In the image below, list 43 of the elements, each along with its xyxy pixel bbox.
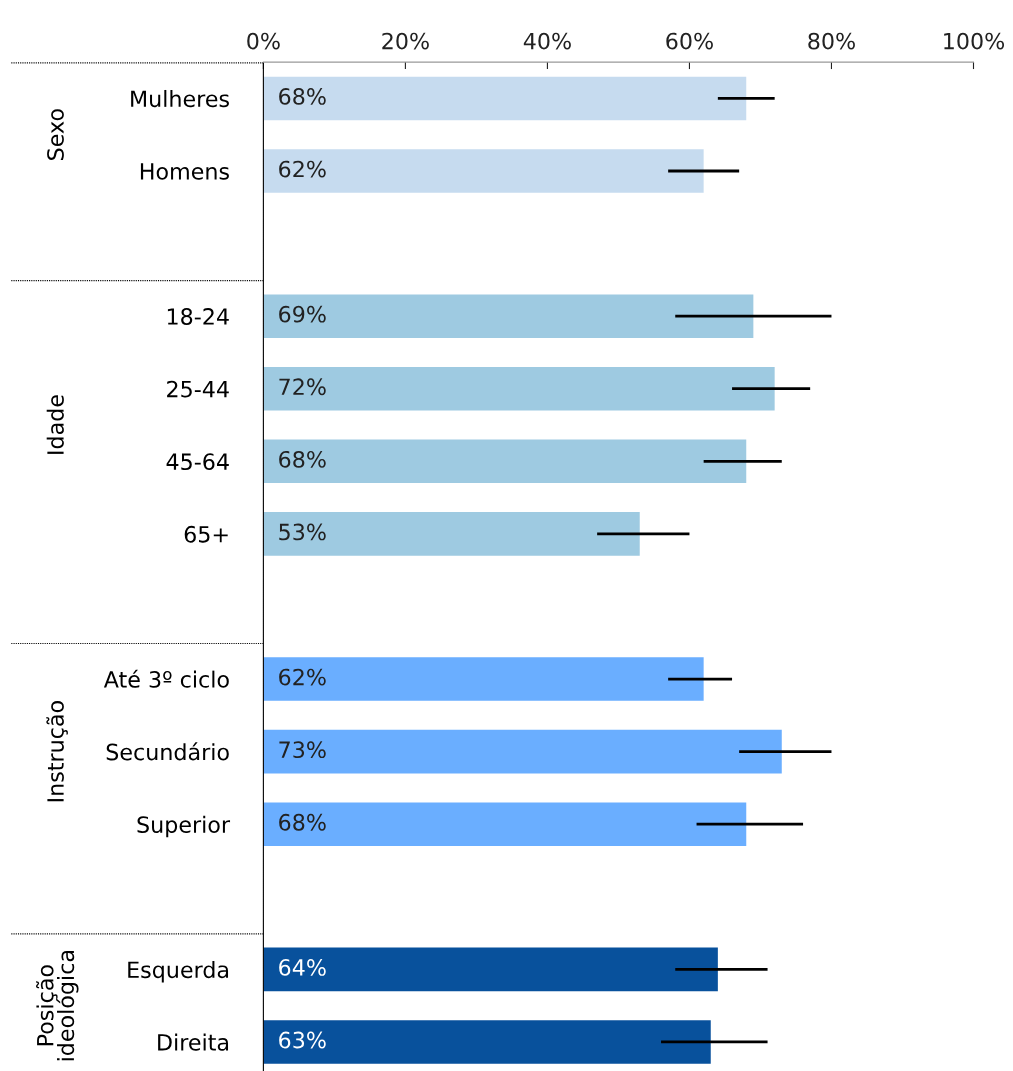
data-label: 68% <box>279 813 326 831</box>
y-tick-label: 25-44 <box>167 380 229 398</box>
x-tick-label: 0% <box>247 32 280 50</box>
y-tick-label: Direita <box>158 1033 229 1051</box>
data-label: 64% <box>279 959 326 976</box>
data-label: 68% <box>279 450 326 468</box>
x-tick-label: 20% <box>382 32 429 50</box>
x-tick-label: 80% <box>808 32 855 50</box>
bar <box>263 729 782 774</box>
bar <box>263 1020 711 1064</box>
x-tick-label: 100% <box>944 32 1005 50</box>
data-label: 68% <box>279 88 326 105</box>
y-tick-label: Homens <box>140 163 229 180</box>
y-tick-label: Secundário <box>106 742 229 761</box>
y-tick-label: 45-64 <box>166 453 229 471</box>
text: Idade <box>46 395 64 454</box>
y-tick-label: Até 3º ciclo <box>103 669 229 688</box>
bar <box>263 947 718 992</box>
bar <box>263 802 747 846</box>
data-label: 72% <box>279 378 326 396</box>
y-tick-label: 65+ <box>184 525 228 543</box>
bar <box>263 149 704 193</box>
y-tick-label: Superior <box>137 815 231 838</box>
x-tick-label: 40% <box>523 32 571 50</box>
data-label: 73% <box>279 741 326 759</box>
data-label: 63% <box>279 1031 326 1049</box>
y-tick-label: Esquerda <box>128 960 229 983</box>
bar <box>263 439 747 484</box>
text: Instrução <box>46 701 68 802</box>
x-tick-label: 60% <box>666 32 713 50</box>
bar <box>263 512 640 556</box>
data-label: 62% <box>279 160 326 178</box>
data-label: 69% <box>279 305 326 323</box>
bar <box>263 657 704 701</box>
bar <box>263 294 754 338</box>
data-label: 53% <box>279 523 326 541</box>
bar <box>263 366 775 411</box>
bar <box>263 76 747 121</box>
y-tick-label: Mulheres <box>131 89 229 108</box>
text: Sexo <box>47 109 64 160</box>
data-label: 62% <box>279 668 326 686</box>
text: Posição ideológica <box>36 950 79 1061</box>
y-tick-label: 18-24 <box>167 308 229 325</box>
